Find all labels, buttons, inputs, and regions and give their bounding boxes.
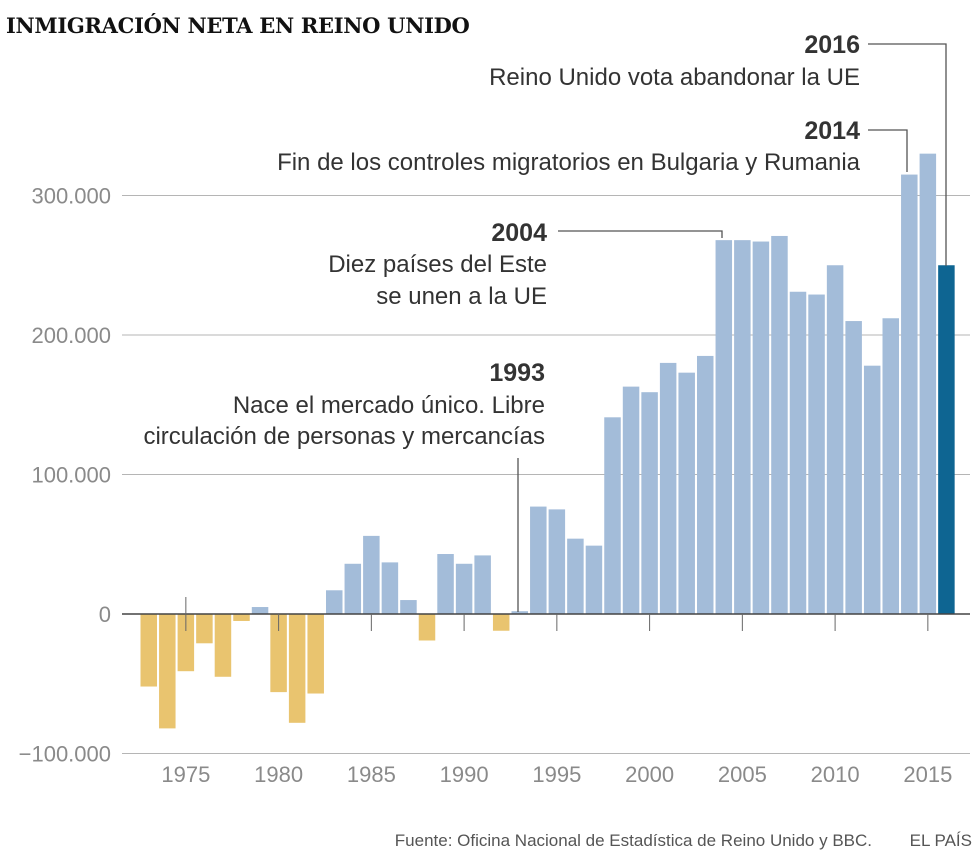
annotation-2014-text: Fin de los controles migratorios en Bulg… <box>277 149 861 176</box>
bar-1993 <box>511 611 528 614</box>
bar-1977 <box>214 614 232 677</box>
bar-1983 <box>326 590 343 614</box>
bar-2001 <box>659 362 677 614</box>
x-tick-label: 1985 <box>347 762 396 787</box>
annotation-2004-leader <box>558 230 723 238</box>
bar-1976 <box>196 614 213 644</box>
bar-1994 <box>530 506 547 614</box>
y-tick-label: −100.000 <box>19 742 111 767</box>
bar-1992 <box>492 614 510 631</box>
bar-2014 <box>901 174 918 614</box>
bar-1999 <box>622 386 640 614</box>
bar-2011 <box>845 321 862 614</box>
x-axis-ticks: 1975 1980 1985 1990 1995 2000 2005 2010 2015 <box>161 597 952 787</box>
x-tick-label: 2010 <box>811 762 860 787</box>
annotations: 2016 Reino Unido vota abandonar la UE 20… <box>143 31 947 612</box>
bar-1981 <box>288 614 306 723</box>
annotation-1993-year: 1993 <box>489 359 545 387</box>
y-tick-label: 100.000 <box>31 463 111 488</box>
bar-2009 <box>808 294 825 614</box>
x-tick-label: 2015 <box>903 762 952 787</box>
annotation-2014-year: 2014 <box>804 117 860 145</box>
annotation-2004-year: 2004 <box>491 219 547 247</box>
chart-title: INMIGRACIÓN NETA EN REINO UNIDO <box>6 13 470 38</box>
bar-1986 <box>381 562 399 614</box>
annotation-2004-text-line1: Diez países del Este <box>328 251 547 278</box>
y-tick-label: 300.000 <box>31 184 111 209</box>
x-tick-label: 1980 <box>254 762 303 787</box>
bar-1975 <box>177 614 195 672</box>
bar-1988 <box>418 614 436 641</box>
brand-logo: EL PAÍS <box>910 831 972 850</box>
bar-1990 <box>455 563 473 614</box>
bar-1998 <box>604 417 621 614</box>
annotation-2016-year: 2016 <box>804 31 860 59</box>
bar-1985 <box>363 535 380 614</box>
annotation-1993-text-line1: Nace el mercado único. Libre <box>233 392 545 419</box>
annotation-1993-text-line2: circulación de personas y mercancías <box>143 423 545 450</box>
x-tick-label: 1975 <box>161 762 210 787</box>
bar-1984 <box>344 563 362 614</box>
bar-1989 <box>437 554 454 614</box>
bar-1974 <box>159 614 176 729</box>
bar-2010 <box>826 265 844 614</box>
bar-2004 <box>715 240 733 614</box>
annotation-2004-text-line2: se unen a la UE <box>376 283 547 310</box>
bar-1978 <box>233 614 250 621</box>
x-tick-label: 1995 <box>532 762 581 787</box>
bar-1995 <box>548 509 566 614</box>
bar-1979 <box>251 607 269 614</box>
bar-2006 <box>752 241 770 614</box>
bar-2002 <box>678 372 695 614</box>
bars <box>122 153 970 729</box>
bar-2016 <box>938 265 955 614</box>
x-tick-label: 2005 <box>718 762 767 787</box>
bar-1991 <box>474 555 491 614</box>
bar-2003 <box>697 355 714 614</box>
y-tick-label: 200.000 <box>31 323 111 348</box>
y-axis-ticks: 300.000 200.000 100.000 0 −100.000 <box>19 184 111 767</box>
x-tick-label: 1990 <box>440 762 489 787</box>
y-tick-label: 0 <box>99 602 111 627</box>
x-tick-label: 2000 <box>625 762 674 787</box>
bar-2005 <box>734 240 751 614</box>
bar-2015 <box>919 153 937 614</box>
bar-2000 <box>641 392 658 614</box>
annotation-2016-leader <box>868 43 947 266</box>
bar-1982 <box>307 614 324 694</box>
bar-2013 <box>882 318 899 614</box>
bar-2007 <box>771 235 788 614</box>
source-note: Fuente: Oficina Nacional de Estadística … <box>395 831 872 850</box>
annotation-2016-text: Reino Unido vota abandonar la UE <box>489 64 860 91</box>
bar-2008 <box>789 291 807 614</box>
bar-2012 <box>863 365 881 614</box>
bar-1973 <box>140 614 157 687</box>
bar-1996 <box>567 538 584 614</box>
bar-1980 <box>270 614 287 693</box>
bar-1997 <box>585 545 603 614</box>
bar-1987 <box>400 600 417 614</box>
annotation-2014-leader <box>868 129 908 172</box>
